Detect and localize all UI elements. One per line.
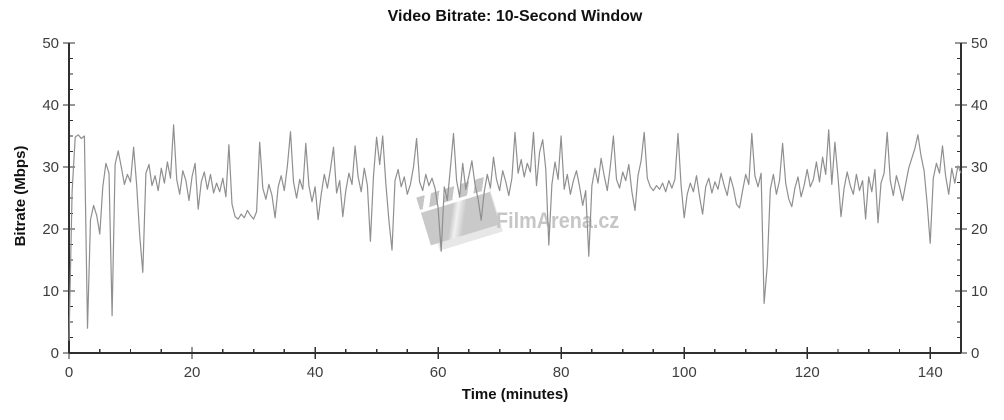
- x-tick-label: 20: [184, 364, 201, 381]
- x-tick-label: 60: [430, 364, 447, 381]
- y-tick-label-right: 20: [971, 221, 988, 238]
- y-tick-label-left: 30: [42, 159, 59, 176]
- x-axis-label: Time (minutes): [461, 386, 569, 403]
- y-tick-label-left: 50: [42, 35, 59, 52]
- x-tick-label: 120: [795, 364, 820, 381]
- watermark: FilmArena.cz: [414, 176, 634, 254]
- y-tick-label-left: 40: [42, 97, 59, 114]
- y-tick-label-left: 20: [42, 221, 59, 238]
- y-tick-label-right: 40: [971, 97, 988, 114]
- y-tick-label-right: 10: [971, 283, 988, 300]
- y-tick-label-left: 0: [51, 345, 59, 362]
- bitrate-line: [68, 124, 962, 341]
- x-tick-label: 100: [672, 364, 697, 381]
- chart-title: Video Bitrate: 10-Second Window: [387, 8, 643, 25]
- x-tick-label: 80: [553, 364, 570, 381]
- x-tick-label: 40: [307, 364, 324, 381]
- watermark-text: FilmArena.cz: [496, 208, 620, 233]
- y-tick-label-right: 50: [971, 35, 988, 52]
- x-tick-label: 0: [65, 364, 73, 381]
- y-tick-label-right: 0: [971, 345, 979, 362]
- x-tick-label: 140: [918, 364, 943, 381]
- y-tick-label-left: 10: [42, 283, 59, 300]
- y-tick-label-right: 30: [971, 159, 988, 176]
- y-axis-label: Bitrate (Mbps): [12, 145, 29, 247]
